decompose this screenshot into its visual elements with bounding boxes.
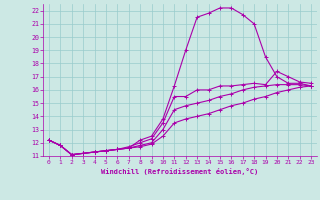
X-axis label: Windchill (Refroidissement éolien,°C): Windchill (Refroidissement éolien,°C)	[101, 168, 259, 175]
